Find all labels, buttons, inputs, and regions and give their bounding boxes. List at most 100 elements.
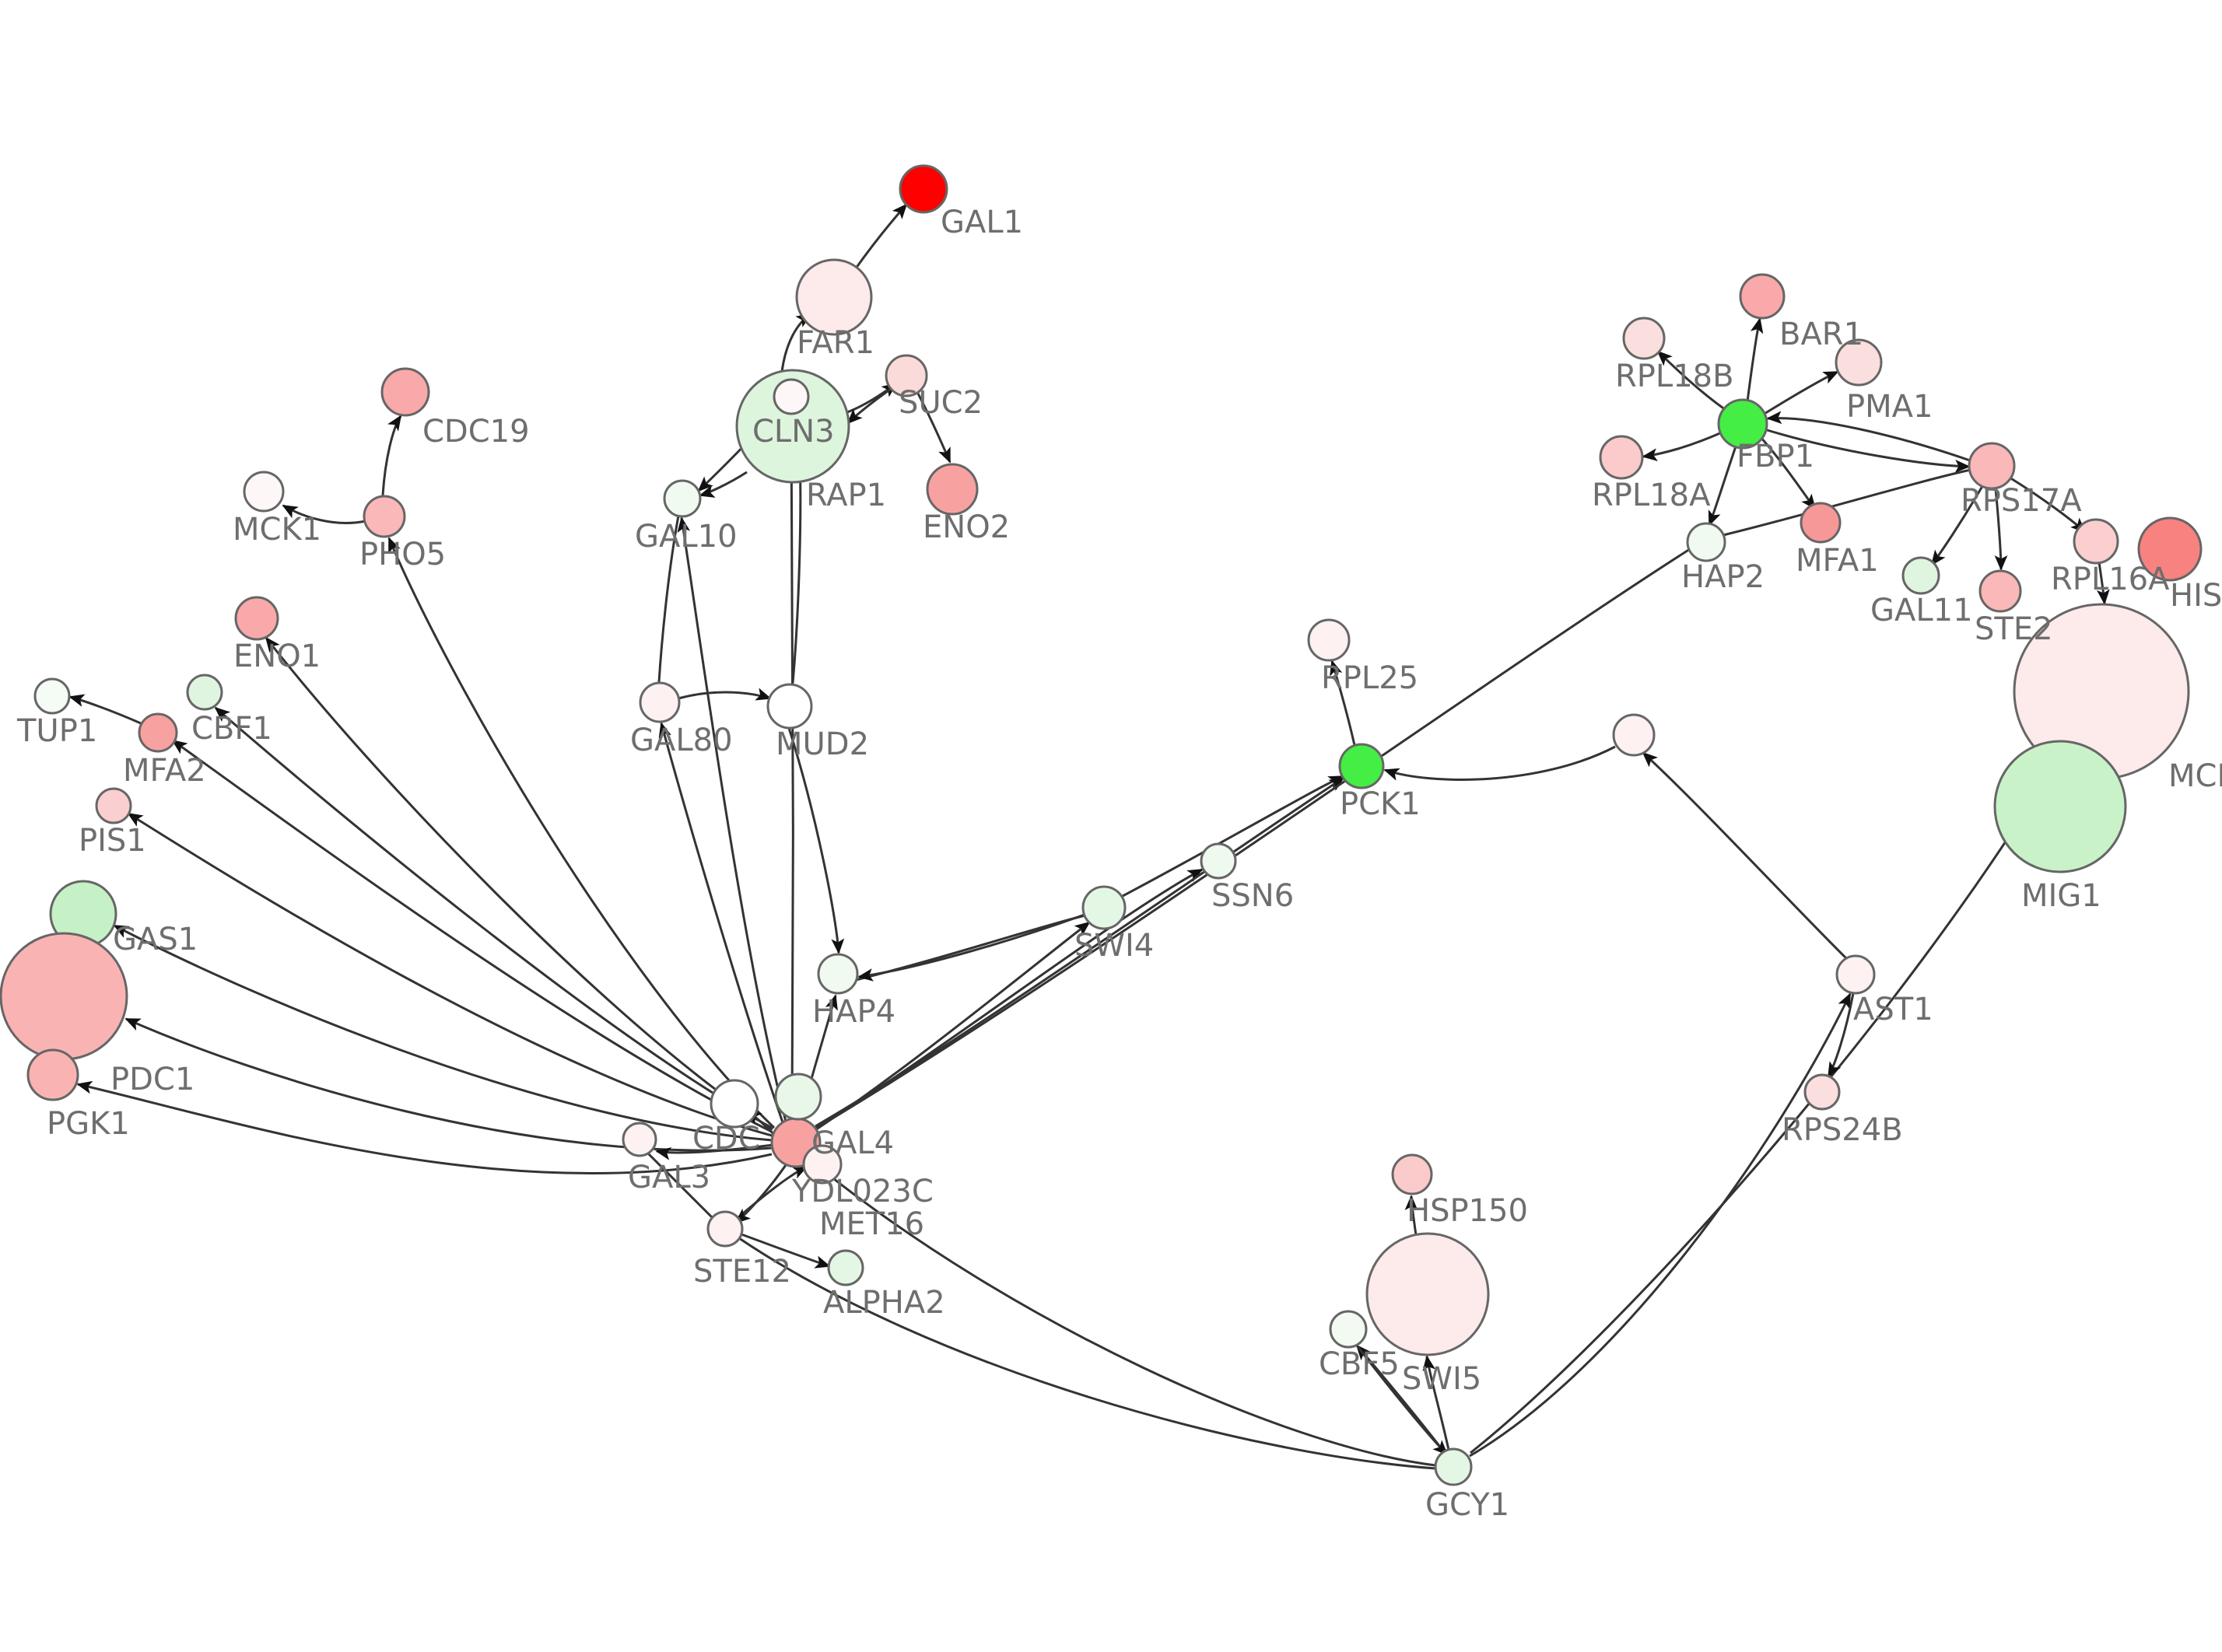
- node-far1[interactable]: [795, 258, 873, 336]
- node-mud2[interactable]: [766, 683, 813, 730]
- node-mfa1[interactable]: [1800, 502, 1842, 544]
- node-label-tup1: TUP1: [16, 713, 97, 749]
- node-eno2[interactable]: [926, 463, 979, 516]
- node-label-pdc1: PDC1: [110, 1062, 195, 1097]
- node-label-gal11: GAL11: [1870, 593, 1973, 628]
- node-bar1[interactable]: [1739, 273, 1786, 320]
- node-his4[interactable]: [2137, 516, 2203, 582]
- node-label-his4: HIS4: [2170, 578, 2222, 614]
- node-label-gcy1: GCY1: [1425, 1487, 1509, 1523]
- node-mck1[interactable]: [243, 471, 285, 513]
- node-eno1[interactable]: [234, 596, 279, 641]
- node-cdc19[interactable]: [380, 367, 430, 417]
- node-label-eno1: ENO1: [233, 639, 321, 674]
- node-pma1[interactable]: [1835, 338, 1883, 387]
- node-ydl023c[interactable]: [802, 1144, 843, 1185]
- node-label-mud2: MUD2: [776, 726, 869, 762]
- node-pgk1[interactable]: [26, 1048, 79, 1101]
- node-label-bar1: BAR1: [1779, 317, 1863, 352]
- node-tup1[interactable]: [33, 677, 71, 715]
- node-label-pck1: PCK1: [1340, 786, 1421, 822]
- node-rap1[interactable]: [773, 378, 810, 415]
- node-hap4[interactable]: [817, 953, 859, 995]
- node-label-met16: MET16: [819, 1206, 924, 1242]
- node-gcy1[interactable]: [1434, 1447, 1473, 1486]
- node-pis1[interactable]: [95, 787, 132, 824]
- node-label-cdc: CDC: [692, 1121, 760, 1157]
- node-swi5[interactable]: [1365, 1232, 1490, 1356]
- node-gal10[interactable]: [663, 479, 702, 518]
- node-cdc[interactable]: [710, 1079, 759, 1129]
- node-alpha2[interactable]: [827, 1249, 864, 1286]
- edge-rps17a-to-fbp1: [1766, 411, 1971, 462]
- node-rpl18b[interactable]: [1622, 317, 1666, 360]
- node-label-rpl16a: RPL16A: [2051, 562, 2170, 597]
- node-label-gal80: GAL80: [630, 723, 733, 758]
- edge-gcy1-to-ast1: [1469, 992, 1852, 1458]
- edge-gal4-to-gas1: [113, 924, 773, 1142]
- edge-gal4-to-hap2: [816, 548, 1691, 1129]
- node-rpl25[interactable]: [1307, 618, 1351, 662]
- node-suc2[interactable]: [885, 354, 928, 397]
- edge-gal4-to-gal3: [655, 1143, 774, 1160]
- node-label-ssn6: SSN6: [1211, 878, 1294, 914]
- node-label-alpha2: ALPHA2: [823, 1285, 945, 1321]
- node-label-hsp150: HSP150: [1407, 1193, 1528, 1229]
- edge-rps17a-to-gal11: [1930, 485, 1984, 566]
- node-label-mfa2: MFA2: [123, 753, 206, 789]
- node-label-rap1: RAP1: [806, 478, 886, 513]
- node-label-gal10: GAL10: [635, 519, 738, 555]
- node-rps17a[interactable]: [1968, 442, 2016, 490]
- node-rpl16a[interactable]: [2073, 518, 2119, 565]
- node-gal3[interactable]: [622, 1122, 657, 1157]
- edge-mfa2-to-tup1: [68, 694, 142, 725]
- edge-ste12-to-alpha2: [741, 1233, 831, 1269]
- node-gal1[interactable]: [899, 164, 948, 214]
- node-cbf1[interactable]: [186, 674, 223, 711]
- node-hap2[interactable]: [1686, 522, 1726, 562]
- node-rps24b[interactable]: [1803, 1073, 1841, 1111]
- edge-suc2-to-eno2: [916, 393, 952, 464]
- node-label-gal3: GAL3: [628, 1160, 710, 1195]
- node-ste2[interactable]: [1978, 569, 2022, 613]
- node-label-rpl25: RPL25: [1321, 660, 1418, 696]
- edge-gal4-to-pgk1: [76, 1080, 773, 1175]
- edge-gal4-to-cbf1: [214, 706, 773, 1129]
- node-mig1[interactable]: [1993, 740, 2127, 873]
- node-ssn6[interactable]: [1200, 842, 1237, 880]
- label-layer: GAL1 FAR1 SUC2 ENO2 CLN3 RAP1 GAL10 CDC19 MCK1 PH…: [16, 205, 2222, 1523]
- edge-gal4-to-rap1: [784, 415, 798, 1121]
- node-cln3[interactable]: [735, 369, 850, 484]
- node-pck1[interactable]: [1338, 743, 1385, 789]
- edge-swi4-to-pck1: [1122, 775, 1344, 898]
- node-gal80[interactable]: [639, 681, 681, 723]
- edge-gal80-to-mud2: [678, 688, 772, 701]
- node-swi4[interactable]: [1081, 885, 1127, 930]
- edge-far1-to-gal1: [854, 203, 908, 269]
- node-layer: [0, 164, 2203, 1486]
- node-gal11[interactable]: [1901, 556, 1940, 595]
- edge-rpl16a-to-mcm1: [2097, 562, 2110, 605]
- node-cbf5[interactable]: [1329, 1310, 1368, 1349]
- edge-gal3-to-ste12: [647, 1152, 717, 1223]
- node-nodex[interactable]: [1612, 713, 1656, 757]
- node-ast1[interactable]: [1835, 954, 1876, 995]
- node-label-rpl18a: RPL18A: [1592, 478, 1711, 513]
- edge-gal4-to-gal80: [658, 722, 784, 1123]
- node-mfa2[interactable]: [138, 712, 178, 753]
- node-hsp150[interactable]: [1391, 1153, 1433, 1195]
- node-fbp1[interactable]: [1717, 398, 1768, 450]
- node-ste12[interactable]: [706, 1210, 744, 1248]
- edge-mud2-to-hap4: [787, 727, 845, 954]
- node-pho5[interactable]: [363, 495, 406, 538]
- node-pdc1[interactable]: [0, 932, 128, 1061]
- node-label-rps24b: RPS24B: [1782, 1112, 1903, 1148]
- edge-gal4-to-gal10: [677, 516, 787, 1122]
- node-rpl18a[interactable]: [1599, 435, 1644, 480]
- node-label-mck1: MCK1: [233, 512, 321, 548]
- node-gal2[interactable]: [774, 1073, 822, 1121]
- edge-ast1-to-nodex: [1642, 751, 1849, 961]
- node-label-cbf1: CBF1: [191, 711, 272, 747]
